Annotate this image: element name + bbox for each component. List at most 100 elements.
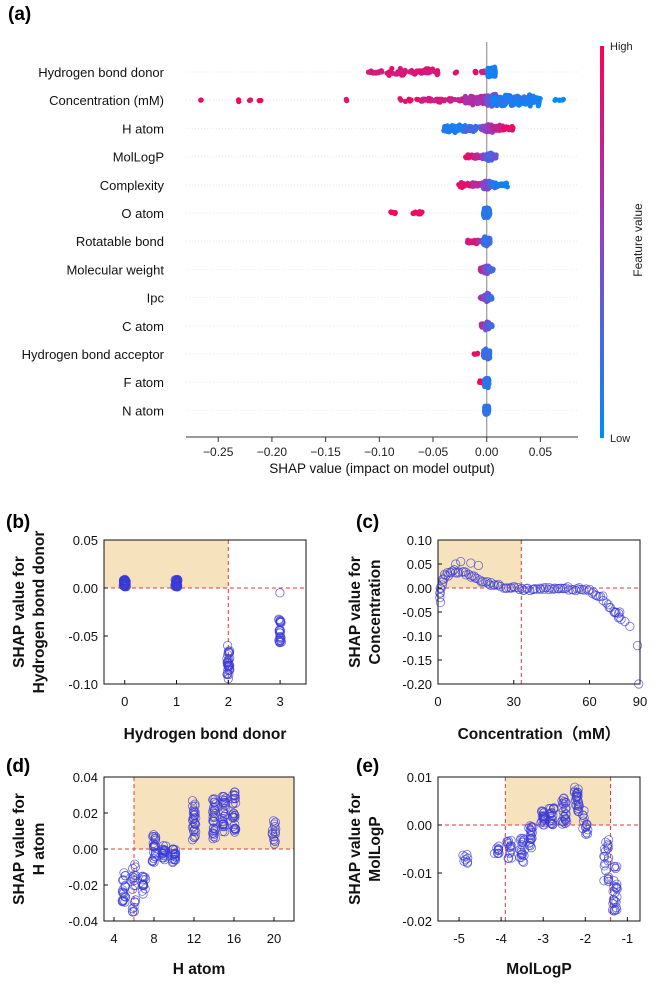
shap-point <box>386 69 392 75</box>
shap-point <box>477 378 483 384</box>
shap-point <box>414 96 420 102</box>
panel-b-x-axis-title: Hydrogen bond donor <box>124 726 287 743</box>
panel-d-y-tick-label: -0.02 <box>68 878 98 893</box>
colorbar-high-label: High <box>610 41 633 53</box>
panel-d-y-tick-label: 0.02 <box>73 806 98 821</box>
shap-point <box>486 321 492 327</box>
data-point <box>275 588 285 598</box>
shap-point <box>500 181 506 187</box>
shap-point <box>492 154 498 160</box>
shap-point <box>476 99 482 105</box>
shap-point <box>526 101 532 107</box>
shap-point <box>479 69 485 76</box>
feature-label: Rotatable bond <box>76 234 164 249</box>
panel-e-x-tick-label: -3 <box>537 931 549 946</box>
feature-label: Concentration (mM) <box>49 93 164 108</box>
shap-point <box>408 97 414 103</box>
shap-point <box>492 96 498 102</box>
shap-point <box>397 95 403 102</box>
shap-point <box>434 70 441 76</box>
panel-a-x-tick-label: −0.20 <box>257 445 288 459</box>
panel-c-x-tick-label: 30 <box>507 694 521 709</box>
shap-point <box>482 352 489 358</box>
colorbar-low-label: Low <box>610 433 630 445</box>
panel-a-x-tick-label: −0.15 <box>310 445 341 459</box>
panel-c-y-axis-title-line1: SHAP value for <box>347 556 364 668</box>
shap-point <box>453 69 460 75</box>
panel-d-x-axis-title: H atom <box>173 961 226 978</box>
shap-point <box>504 124 510 130</box>
shap-point <box>528 93 534 99</box>
panel-e-x-tick-label: -4 <box>495 931 507 946</box>
panel-e-y-tick-label: 0.01 <box>407 770 432 785</box>
shap-point <box>442 123 448 130</box>
shap-point <box>482 377 489 383</box>
shap-point <box>508 102 514 109</box>
shap-point <box>431 98 438 104</box>
panel-b-y-tick-label: -0.10 <box>68 677 98 692</box>
shap-point <box>198 97 204 103</box>
panel-c-y-tick-label: -0.10 <box>402 629 432 644</box>
shap-point <box>256 98 262 104</box>
panel-e-scatter: -5 -4 -3 -2 -10.010.00-0.01-0.02MolLogPSHAP … <box>347 756 641 978</box>
shap-point <box>423 70 429 76</box>
feature-label: O atom <box>121 206 164 221</box>
panel-c-y-axis-title-line2: Concentration <box>367 559 384 664</box>
shap-point <box>486 72 492 79</box>
shap-point <box>402 69 408 75</box>
panel-c-x-tick-label: 60 <box>582 694 596 709</box>
shap-point <box>486 155 492 161</box>
shap-point <box>485 67 491 73</box>
panel-d-y-axis-title-line2: H atom <box>31 823 48 876</box>
shap-point <box>488 267 494 274</box>
shap-point <box>448 98 454 104</box>
panel-e-x-axis-title: MolLogP <box>506 961 571 978</box>
colorbar-title: Feature value <box>631 203 645 277</box>
shap-point <box>560 96 566 102</box>
shap-point <box>482 409 488 416</box>
panel-d-label: (d) <box>6 756 30 777</box>
panel-b-x-tick-label: 3 <box>276 694 283 709</box>
shap-point <box>489 182 495 188</box>
panel-c-y-tick-label: 0.05 <box>407 557 432 572</box>
panel-d-x-tick-label: 4 <box>110 931 117 946</box>
panel-e-y-axis-title-line1: SHAP value for <box>347 793 364 905</box>
panel-a-x-axis-title: SHAP value (impact on model output) <box>269 461 495 476</box>
shap-point <box>447 124 454 131</box>
shap-point <box>495 182 501 188</box>
shap-point <box>497 100 503 106</box>
shap-point <box>344 98 350 104</box>
shap-point <box>399 72 405 78</box>
panel-c-y-tick-label: 0.00 <box>407 581 432 596</box>
panel-b-x-tick-label: 0 <box>121 694 128 709</box>
feature-label: C atom <box>122 319 164 334</box>
panel-e-x-tick-label: -2 <box>580 931 592 946</box>
panel-e-y-tick-label: -0.02 <box>402 914 432 929</box>
shap-point <box>394 71 400 77</box>
feature-label: MolLogP <box>113 150 164 165</box>
shap-point <box>455 96 461 103</box>
panel-c-y-tick-label: -0.20 <box>402 677 432 692</box>
shap-point <box>247 97 254 103</box>
panel-b-y-axis-title-line1: SHAP value for <box>11 556 28 668</box>
shap-point <box>388 209 394 215</box>
shap-point <box>415 211 422 217</box>
panel-c-label: (c) <box>356 512 379 533</box>
shap-point <box>452 129 458 136</box>
panel-b-x-tick-label: 2 <box>225 694 232 709</box>
panel-e-y-tick-label: 0.00 <box>407 818 432 833</box>
shap-point <box>491 68 497 75</box>
panel-c-x-tick-label: 0 <box>434 694 441 709</box>
shap-point <box>477 267 483 273</box>
shap-point <box>373 69 380 75</box>
panel-a-x-tick-label: −0.10 <box>364 445 395 459</box>
shap-point <box>412 69 418 75</box>
feature-label: H atom <box>122 121 164 136</box>
shap-point <box>469 127 476 133</box>
panel-c-x-axis-title: Concentration（mM） <box>458 725 621 743</box>
shap-point <box>466 240 472 246</box>
shap-point <box>495 124 502 130</box>
panel-e-label: (e) <box>356 756 379 777</box>
